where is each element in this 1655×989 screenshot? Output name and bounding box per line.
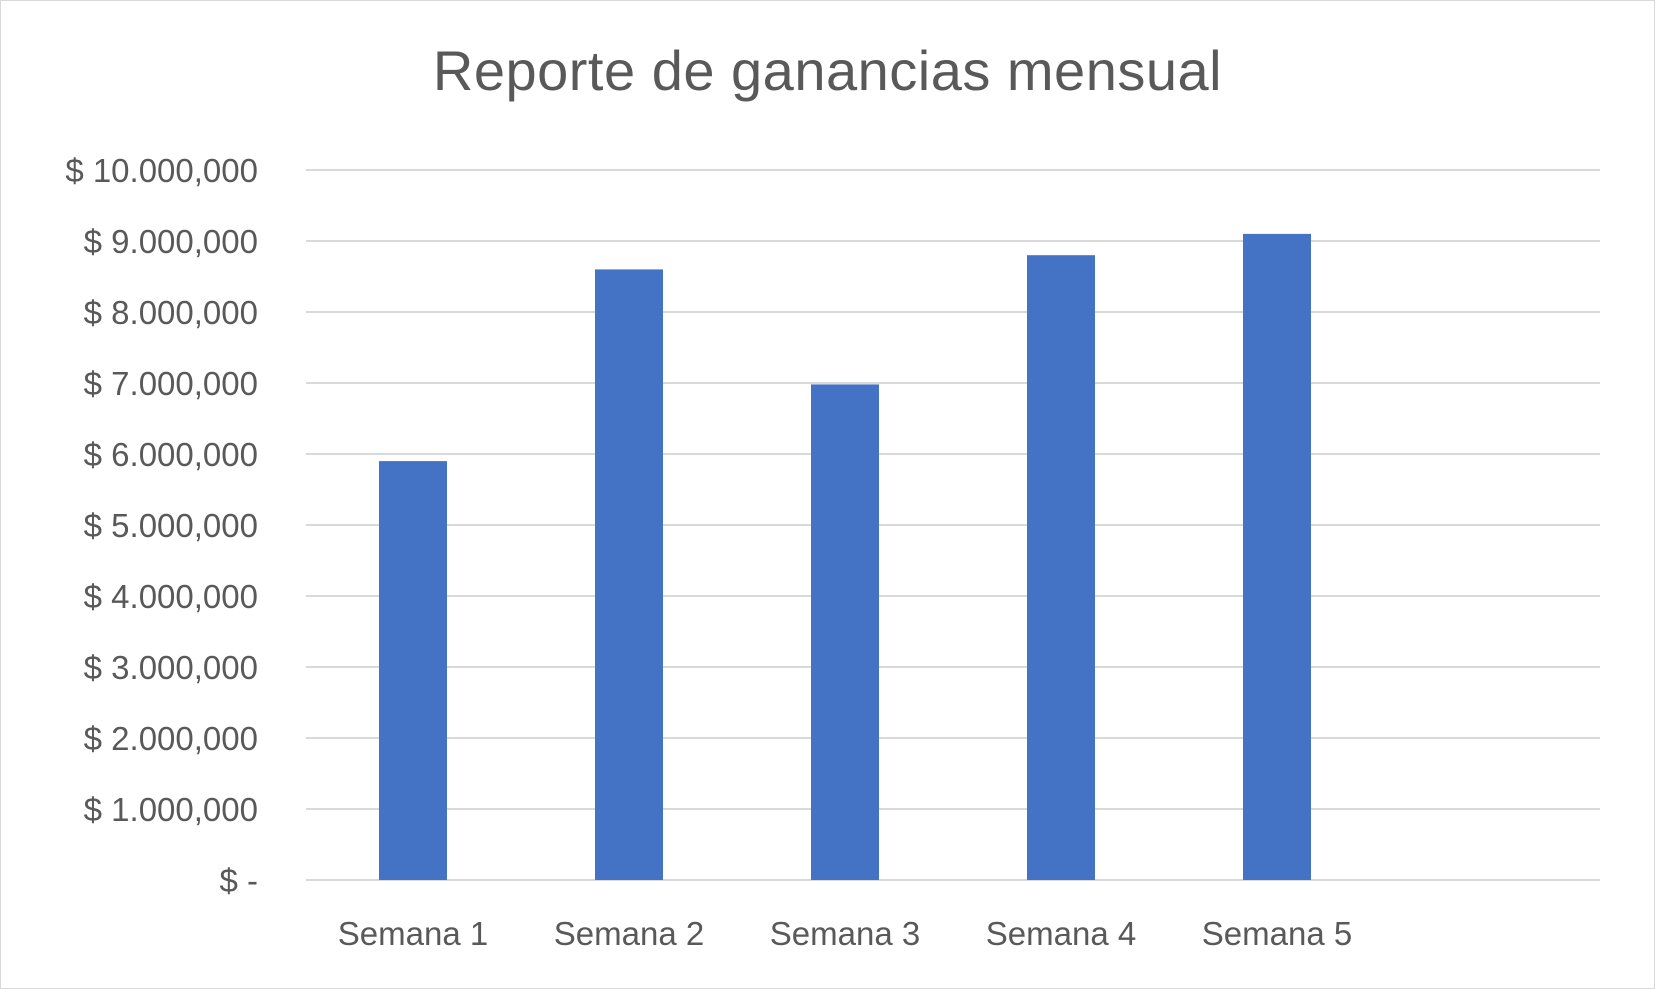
y-tick-label-3: $ 3.000,000 (84, 649, 258, 686)
y-tick-label-5: $ 5.000,000 (84, 507, 258, 544)
chart-title: Reporte de ganancias mensual (432, 39, 1223, 102)
bar-2 (595, 269, 663, 880)
x-category-label-2: Semana 2 (554, 915, 704, 952)
bar-4 (1027, 255, 1095, 880)
y-tick-label-4: $ 4.000,000 (84, 578, 258, 615)
y-tick-label-0: $ - (219, 862, 258, 899)
y-axis-ticks: $ - $ 1.000,000 $ 2.000,000 $ 3.000,000 $ 4.… (65, 152, 258, 899)
x-axis-categories: Semana 1 Semana 2 Semana 3 Semana 4 Semana 5 (338, 915, 1352, 952)
x-category-label-5: Semana 5 (1202, 915, 1352, 952)
gridlines (306, 169, 1600, 881)
x-category-label-3: Semana 3 (770, 915, 920, 952)
y-tick-label-7: $ 7.000,000 (84, 365, 258, 402)
y-tick-label-1: $ 1.000,000 (84, 791, 258, 828)
y-tick-label-6: $ 6.000,000 (84, 436, 258, 473)
y-tick-label-10: $ 10.000,000 (65, 152, 258, 189)
y-tick-label-2: $ 2.000,000 (84, 720, 258, 757)
y-tick-label-8: $ 8.000,000 (84, 294, 258, 331)
bar-1 (379, 461, 447, 880)
x-category-label-1: Semana 1 (338, 915, 488, 952)
x-category-label-4: Semana 4 (986, 915, 1136, 952)
bar-3 (811, 384, 879, 880)
bars (379, 233, 1311, 880)
y-tick-label-9: $ 9.000,000 (84, 223, 258, 260)
bar-5 (1243, 233, 1311, 880)
